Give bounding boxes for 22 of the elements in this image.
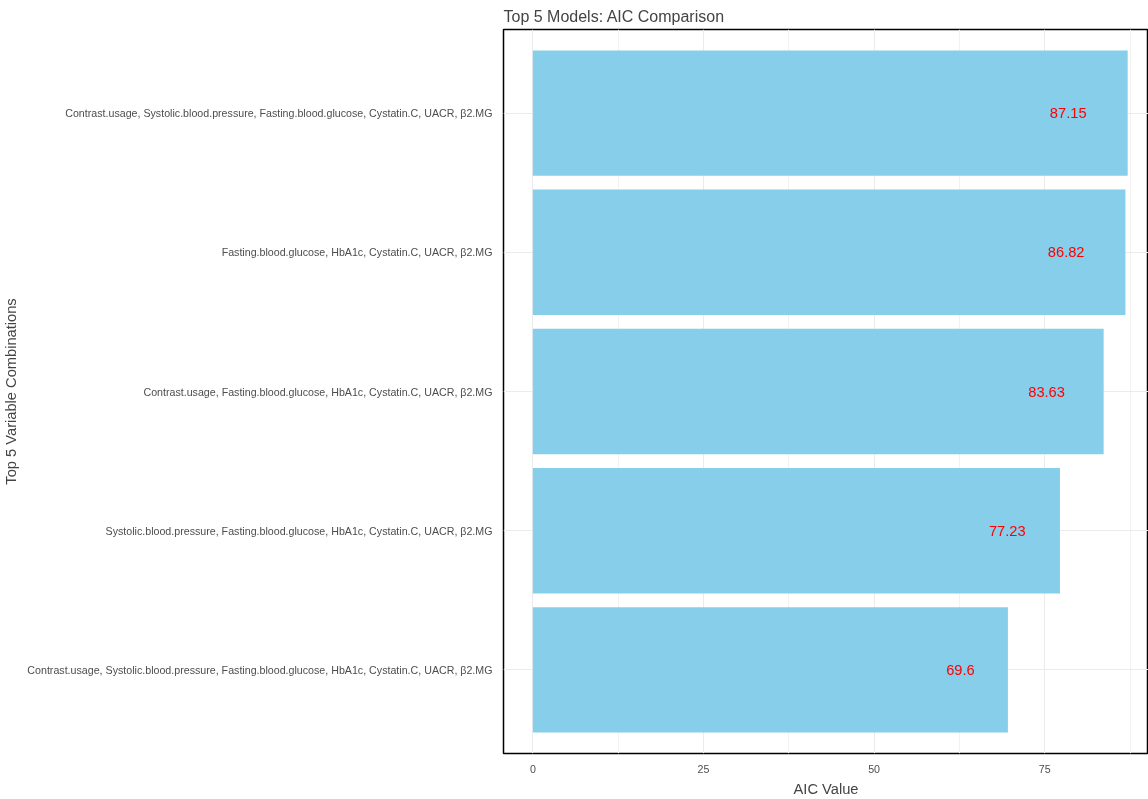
x-tick-label: 50	[868, 762, 881, 775]
chart-title: Top 5 Models: AIC Comparison	[503, 7, 725, 25]
y-tick-label: Contrast.usage, Systolic.blood.pressure, Fasting.blood.glucose, Cystatin.C, UACR, β2.MG	[65, 107, 493, 120]
data-label: 87.15	[1049, 105, 1087, 122]
data-label: 86.82	[1047, 244, 1085, 261]
y-tick-label: Contrast.usage, Systolic.blood.pressure, Fasting.blood.glucose, HbA1c, Cystatin.C, UACR, β2.MG	[27, 663, 493, 676]
bar	[532, 50, 1128, 176]
bar	[532, 328, 1104, 455]
bar	[532, 607, 1008, 733]
data-label: 83.63	[1028, 383, 1065, 400]
data-label: 77.23	[988, 522, 1026, 539]
data-label: 69.6	[946, 661, 975, 678]
x-tick-label: 0	[529, 762, 536, 775]
x-tick-label: 25	[697, 762, 710, 775]
x-axis-title: AIC Value	[793, 780, 859, 797]
y-axis-title: Top 5 Variable Combinations	[3, 298, 20, 485]
bar	[532, 468, 1060, 594]
y-tick-label: Systolic.blood.pressure, Fasting.blood.glucose, HbA1c, Cystatin.C, UACR, β2.MG	[105, 524, 493, 537]
y-tick-label: Contrast.usage, Fasting.blood.glucose, HbA1c, Cystatin.C, UACR, β2.MG	[143, 385, 493, 398]
bar	[532, 189, 1126, 315]
y-tick-label: Fasting.blood.glucose, HbA1c, Cystatin.C, UACR, β2.MG	[221, 246, 493, 259]
x-tick-label: 75	[1038, 762, 1051, 775]
